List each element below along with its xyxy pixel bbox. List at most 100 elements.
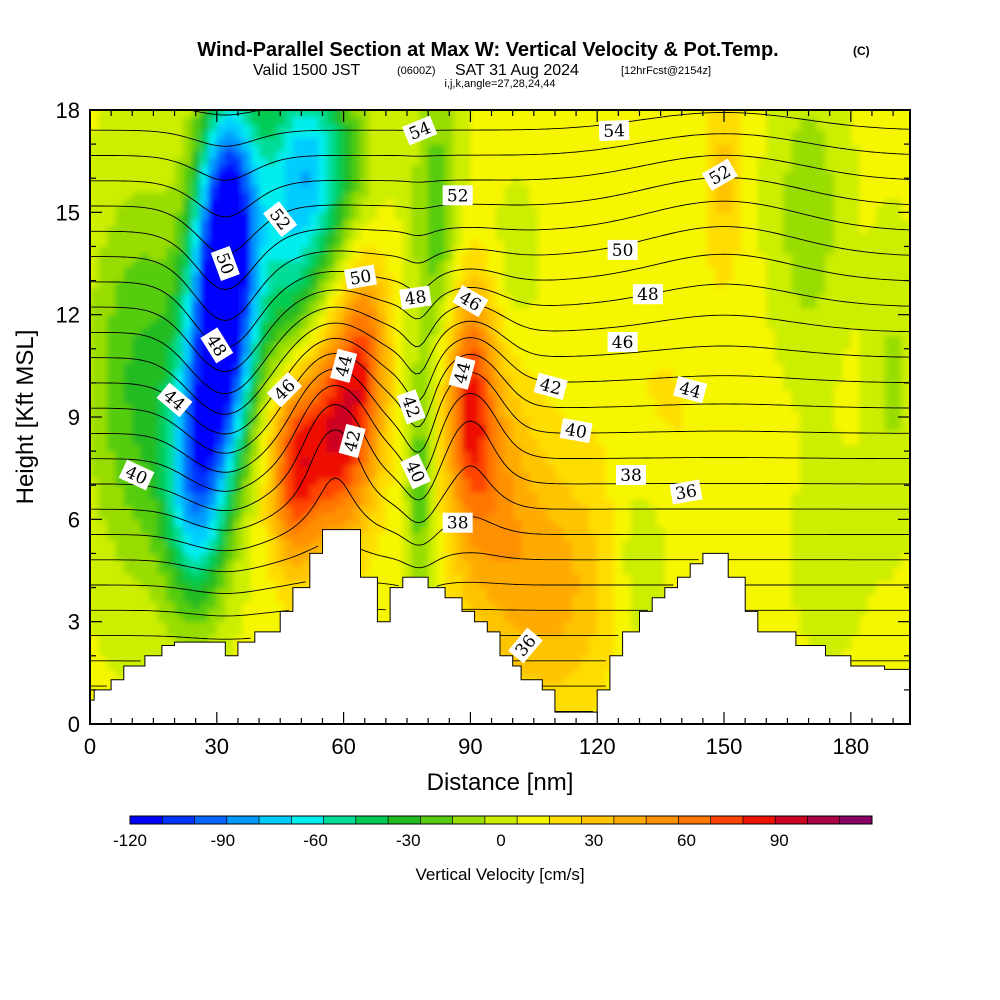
velocity-cell [267,253,277,261]
velocity-cell [453,546,463,555]
velocity-cell [394,580,404,589]
velocity-cell [428,410,438,418]
velocity-cell [436,396,446,404]
velocity-cell [191,212,201,220]
velocity-cell [191,546,201,555]
velocity-cell [284,423,294,432]
velocity-cell [309,301,319,309]
velocity-cell [233,287,243,295]
velocity-cell [538,253,548,261]
velocity-cell [174,457,184,466]
velocity-cell [504,389,514,398]
velocity-cell [115,567,125,575]
velocity-cell [368,451,379,459]
velocity-cell [292,328,302,336]
velocity-cell [368,164,379,172]
velocity-cell [385,567,395,575]
velocity-cell [140,444,150,452]
velocity-cell [174,608,184,616]
velocity-cell [149,594,159,602]
velocity-cell [132,341,142,350]
velocity-cell [199,457,209,466]
velocity-cell [208,239,218,248]
velocity-cell [318,191,328,200]
velocity-cell [233,464,243,473]
velocity-cell [208,403,218,411]
velocity-cell [495,396,505,404]
velocity-cell [284,437,294,445]
velocity-cell [360,417,370,425]
velocity-cell [419,430,429,439]
velocity-cell [275,532,286,541]
velocity-cell [267,396,277,404]
velocity-cell [216,532,226,541]
velocity-cell [123,355,133,364]
velocity-cell [140,526,150,534]
velocity-cell [106,341,116,350]
velocity-cell [470,321,480,329]
velocity-cell [132,635,142,643]
velocity-cell [419,171,429,179]
velocity-cell [445,246,455,254]
velocity-cell [521,376,531,384]
velocity-cell [191,512,201,520]
velocity-cell [385,246,395,254]
velocity-cell [284,594,294,602]
velocity-cell [402,260,412,268]
velocity-cell [191,157,201,166]
velocity-cell [546,498,556,507]
velocity-cell [529,369,539,377]
velocity-cell [521,280,531,288]
velocity-cell [115,232,125,241]
velocity-cell [149,601,159,609]
velocity-cell [225,294,235,302]
velocity-cell [478,417,488,425]
velocity-cell [216,376,226,384]
velocity-cell [419,205,429,213]
velocity-cell [267,437,277,445]
velocity-cell [90,403,100,411]
velocity-cell [106,621,116,630]
velocity-cell [461,307,472,316]
velocity-cell [225,369,235,377]
velocity-cell [411,205,421,213]
velocity-cell [191,410,201,418]
velocity-cell [368,157,379,166]
velocity-cell [132,655,142,664]
velocity-cell [267,314,277,323]
velocity-cell [208,628,218,636]
velocity-cell [90,191,100,200]
velocity-cell [352,328,362,336]
velocity-cell [98,601,108,609]
velocity-cell [521,144,531,152]
velocity-cell [385,198,395,207]
velocity-cell [470,239,480,248]
velocity-cell [182,137,193,145]
velocity-cell [419,355,429,364]
velocity-cell [309,546,319,555]
velocity-cell [90,430,100,439]
velocity-cell [343,314,353,323]
velocity-cell [453,130,463,138]
velocity-cell [318,219,328,227]
velocity-cell [208,573,218,582]
velocity-cell [487,553,497,561]
velocity-cell [352,287,362,295]
velocity-cell [377,348,387,357]
velocity-cell [453,280,463,288]
velocity-cell [419,232,429,241]
velocity-cell [335,150,345,159]
velocity-cell [199,130,209,138]
velocity-cell [140,144,150,152]
velocity-cell [445,301,455,309]
velocity-cell [461,137,472,145]
velocity-cell [385,171,395,179]
velocity-cell [140,314,150,323]
velocity-cell [182,485,193,493]
velocity-cell [90,185,100,193]
velocity-cell [529,266,539,275]
velocity-cell [225,532,235,541]
velocity-cell [343,253,353,261]
velocity-cell [174,369,184,377]
velocity-cell [504,198,514,207]
